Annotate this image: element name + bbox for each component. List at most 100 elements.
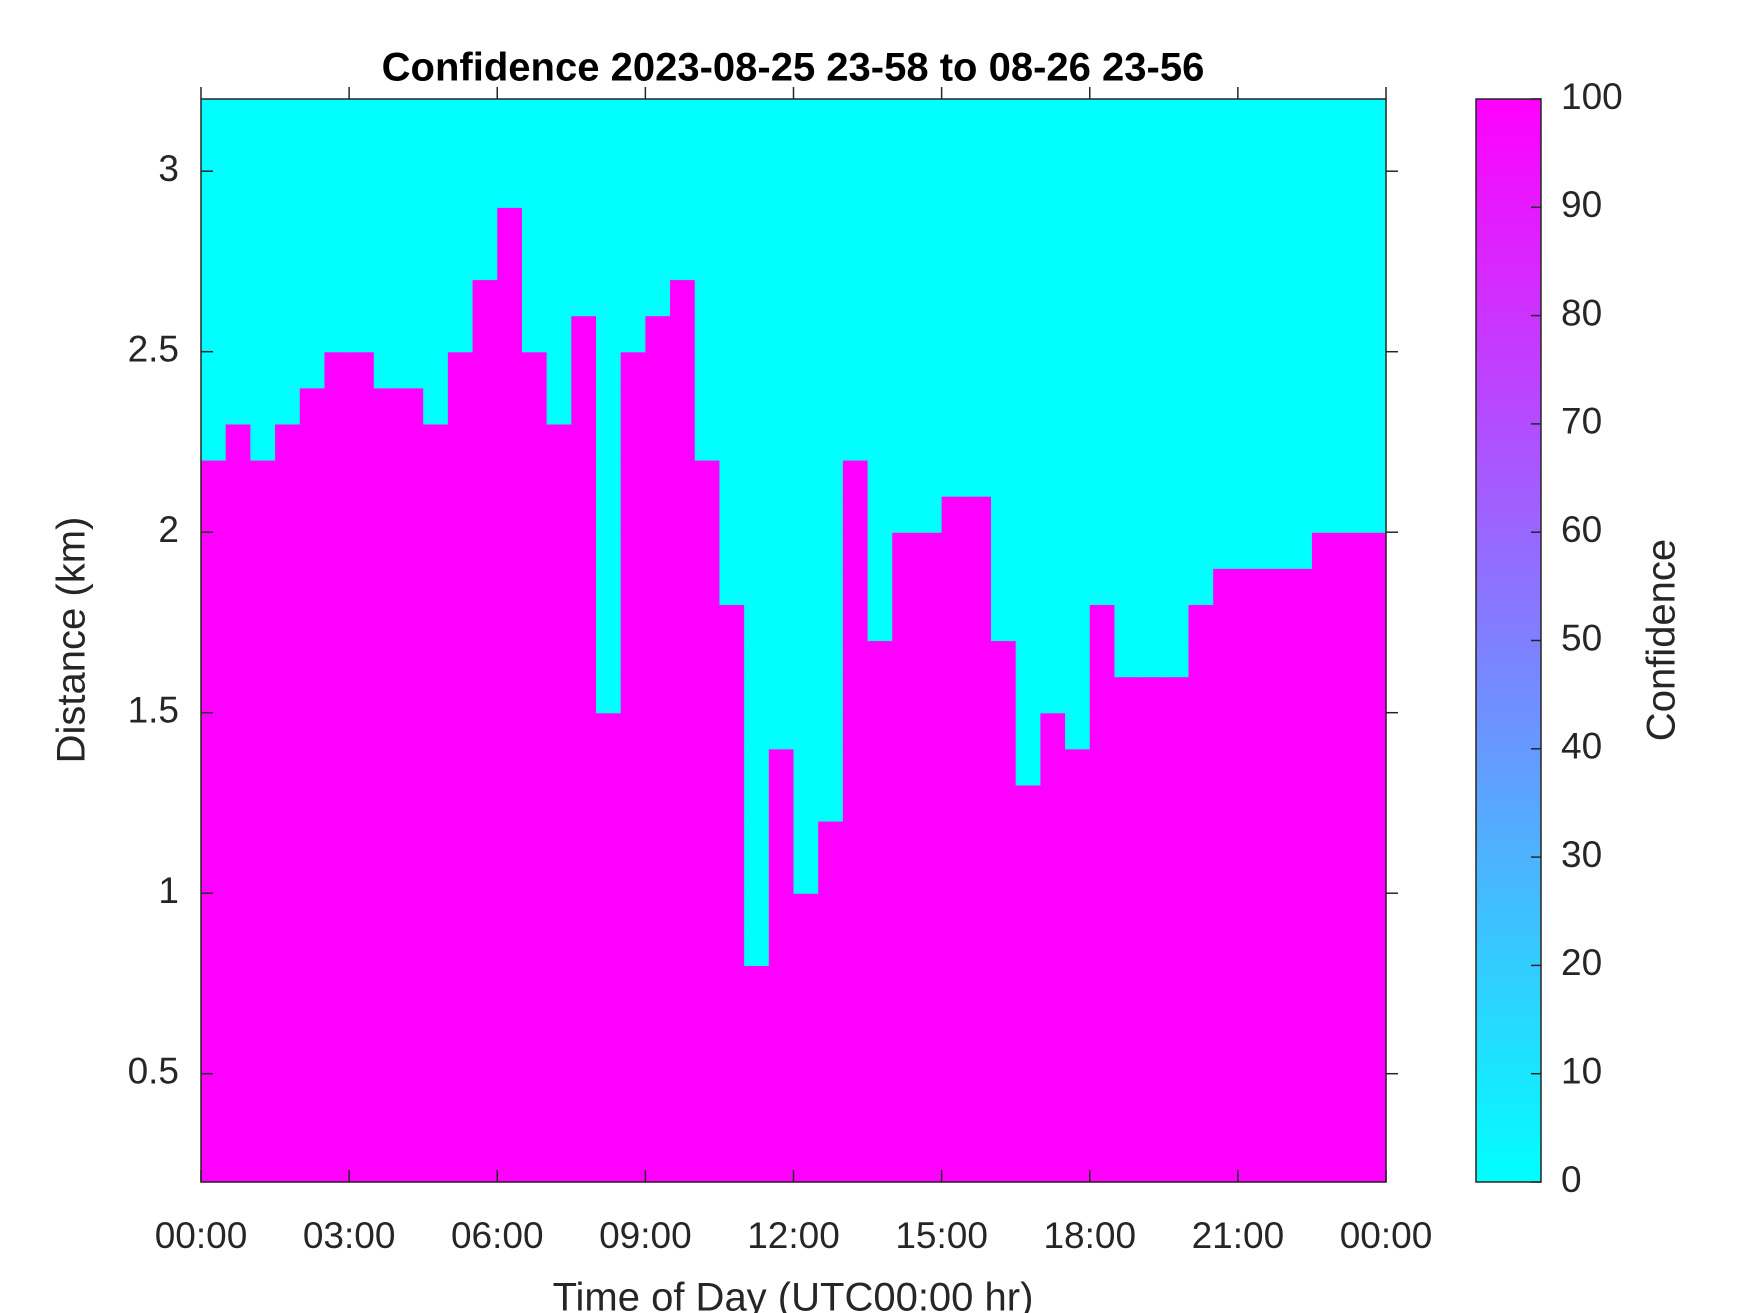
heatmap-cell <box>916 640 943 678</box>
heatmap-cell <box>1237 965 1264 1003</box>
heatmap-cell <box>1015 532 1041 569</box>
heatmap-cell <box>299 1001 326 1039</box>
heatmap-cell <box>571 929 597 966</box>
heatmap-cell <box>842 857 869 894</box>
heatmap-cell <box>892 821 918 858</box>
heatmap-cell <box>497 135 523 172</box>
heatmap-cell <box>1188 857 1214 894</box>
heatmap-cell <box>349 460 375 497</box>
heatmap-cell <box>867 1037 893 1075</box>
heatmap-cell <box>497 712 523 750</box>
heatmap-cell <box>1065 965 1091 1003</box>
heatmap-cell <box>1065 784 1091 822</box>
heatmap-cell <box>818 99 844 136</box>
heatmap-cell <box>916 676 943 714</box>
heatmap-cell <box>867 315 893 353</box>
heatmap-cell <box>670 1145 696 1183</box>
heatmap-cell <box>670 821 696 858</box>
heatmap-cell <box>1361 604 1387 642</box>
heatmap-cell <box>620 243 646 281</box>
heatmap-cell <box>571 243 597 281</box>
heatmap-cell <box>1213 893 1239 930</box>
heatmap-cell <box>201 496 227 533</box>
heatmap-cell <box>1163 821 1190 858</box>
heatmap-cell <box>201 965 227 1003</box>
heatmap-cell <box>991 965 1017 1003</box>
heatmap-cell <box>916 893 943 930</box>
heatmap-cell <box>991 929 1017 966</box>
heatmap-cell <box>1311 604 1338 642</box>
heatmap-cell <box>670 315 696 353</box>
heatmap-cell <box>1336 1145 1362 1183</box>
heatmap-cell <box>842 315 869 353</box>
heatmap-cell <box>1040 1001 1066 1039</box>
heatmap-cell <box>299 1073 326 1111</box>
heatmap-cell <box>916 99 943 136</box>
heatmap-cell <box>645 1073 671 1111</box>
heatmap-cell <box>744 135 770 172</box>
heatmap-cell <box>694 568 721 605</box>
heatmap-cell <box>201 1037 227 1075</box>
heatmap-cell <box>1015 929 1041 966</box>
heatmap-cell <box>645 676 671 714</box>
heatmap-cell <box>719 243 745 281</box>
heatmap-cell <box>373 784 400 822</box>
heatmap-cell <box>299 1145 326 1183</box>
heatmap-cell <box>596 315 622 353</box>
heatmap-cell <box>719 712 745 750</box>
heatmap-cell <box>991 243 1017 281</box>
heatmap-cell <box>768 748 795 786</box>
heatmap-cell <box>398 496 424 533</box>
heatmap-cell <box>818 532 844 569</box>
heatmap-cell <box>1213 784 1239 822</box>
colorbar-label: Confidence <box>1640 539 1684 741</box>
heatmap-cell <box>398 1109 424 1147</box>
heatmap-cell <box>620 893 646 930</box>
heatmap-cell <box>225 784 251 822</box>
heatmap-cell <box>447 496 474 533</box>
heatmap-cell <box>867 821 893 858</box>
heatmap-cell <box>793 207 819 244</box>
heatmap-cell <box>867 171 893 208</box>
heatmap-cell <box>744 423 770 461</box>
heatmap-cell <box>423 171 449 208</box>
heatmap-cell <box>1040 171 1066 208</box>
heatmap-cell <box>941 1145 967 1183</box>
heatmap-cell <box>941 135 967 172</box>
heatmap-cell <box>250 640 276 678</box>
heatmap-cell <box>1065 135 1091 172</box>
heatmap-cell <box>349 965 375 1003</box>
heatmap-cell <box>571 893 597 930</box>
heatmap-cell <box>1262 1109 1288 1147</box>
heatmap-cell <box>324 748 350 786</box>
heatmap-cell <box>1089 893 1116 930</box>
heatmap-cell <box>201 460 227 497</box>
heatmap-cell <box>1015 460 1041 497</box>
heatmap-cell <box>497 496 523 533</box>
heatmap-cell <box>867 279 893 317</box>
heatmap-cell <box>768 135 795 172</box>
heatmap-cell <box>546 929 572 966</box>
heatmap-cell <box>818 604 844 642</box>
heatmap-cell <box>768 568 795 605</box>
heatmap-cell <box>1311 965 1338 1003</box>
heatmap-cell <box>818 748 844 786</box>
heatmap-cell <box>719 676 745 714</box>
heatmap-cell <box>275 712 301 750</box>
heatmap-cell <box>1040 279 1066 317</box>
heatmap-cell <box>546 243 572 281</box>
heatmap-cell <box>201 604 227 642</box>
heatmap-cell <box>818 568 844 605</box>
heatmap-cell <box>694 676 721 714</box>
x-tick-label: 09:00 <box>599 1215 692 1256</box>
heatmap-cell <box>941 351 967 389</box>
heatmap-cell <box>201 135 227 172</box>
heatmap-cell <box>1262 532 1288 569</box>
heatmap-cell <box>867 99 893 136</box>
heatmap-cell <box>744 496 770 533</box>
heatmap-cell <box>645 1001 671 1039</box>
heatmap-cell <box>324 532 350 569</box>
heatmap-cell <box>1287 929 1313 966</box>
heatmap-cell <box>1262 1001 1288 1039</box>
heatmap-cell <box>596 1001 622 1039</box>
